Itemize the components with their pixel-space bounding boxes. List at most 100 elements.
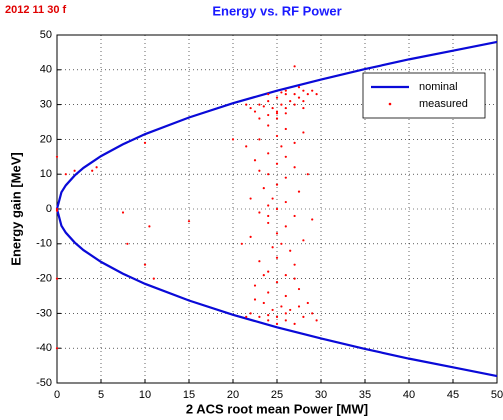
measured-point <box>284 93 287 96</box>
measured-point <box>284 176 287 179</box>
measured-point <box>293 214 296 218</box>
measured-point <box>249 106 252 110</box>
measured-point <box>280 91 283 94</box>
measured-point <box>289 100 292 103</box>
measured-point <box>271 197 274 200</box>
measured-point <box>284 155 287 158</box>
measured-point <box>275 134 279 138</box>
legend-label: nominal <box>419 81 458 93</box>
measured-point <box>253 159 257 162</box>
measured-point <box>284 106 287 110</box>
measured-point <box>275 232 279 235</box>
x-tick-label: 30 <box>315 389 327 401</box>
measured-point <box>280 242 283 245</box>
measured-point <box>293 263 296 266</box>
measured-point <box>267 173 270 176</box>
measured-point <box>267 214 270 218</box>
measured-point <box>126 242 129 245</box>
measured-point <box>267 124 270 127</box>
y-tick-label: -30 <box>36 307 52 319</box>
measured-point <box>297 305 301 308</box>
measured-point <box>284 312 287 315</box>
measured-point <box>275 322 279 325</box>
measured-point <box>267 270 270 273</box>
x-tick-label: 25 <box>271 389 283 401</box>
measured-point <box>249 197 252 200</box>
y-tick-label: -50 <box>36 377 52 389</box>
measured-point <box>280 103 283 106</box>
measured-point <box>267 113 270 117</box>
measured-point <box>284 225 287 228</box>
measured-point <box>271 308 274 312</box>
measured-point <box>267 221 270 225</box>
x-axis-label: 2 ACS root mean Power [MW] <box>186 401 368 416</box>
y-tick-label: 20 <box>40 133 52 145</box>
x-tick-label: 20 <box>227 389 239 401</box>
measured-point <box>267 100 270 103</box>
measured-point <box>275 110 279 113</box>
measured-point <box>293 166 296 169</box>
y-tick-label: -40 <box>36 342 52 354</box>
x-tick-label: 0 <box>54 389 60 401</box>
measured-point <box>284 294 287 298</box>
measured-point <box>284 274 287 277</box>
x-tick-label: 10 <box>139 389 151 401</box>
y-tick-label: -20 <box>36 273 52 285</box>
measured-point <box>275 207 279 211</box>
measured-point <box>306 173 309 176</box>
measured-point <box>271 106 274 110</box>
measured-point <box>284 319 287 322</box>
measured-point <box>245 145 248 148</box>
measured-point <box>293 65 296 68</box>
measured-point <box>55 155 59 158</box>
legend-label: measured <box>419 98 468 110</box>
measured-point <box>275 183 279 186</box>
measured-point <box>293 322 296 325</box>
measured-point <box>258 103 261 106</box>
measured-point <box>262 301 265 305</box>
measured-point <box>311 89 314 92</box>
measured-point <box>297 96 301 99</box>
measured-point <box>302 89 305 92</box>
legend-box <box>362 72 486 119</box>
measured-point <box>249 235 252 238</box>
measured-point <box>302 131 305 134</box>
measured-point <box>240 242 243 245</box>
measured-point <box>275 315 279 318</box>
x-tick-label: 45 <box>447 389 459 401</box>
y-axis-label: Energy gain [MeV] <box>8 152 23 265</box>
measured-point <box>258 169 261 172</box>
measured-point <box>271 246 274 249</box>
measured-point <box>315 319 318 322</box>
legend-marker <box>388 102 392 106</box>
measured-point <box>258 117 261 120</box>
measured-point <box>253 110 257 113</box>
x-tick-label: 15 <box>183 389 195 401</box>
measured-point <box>275 96 279 99</box>
measured-point <box>302 239 305 242</box>
measured-point <box>306 301 309 305</box>
measured-point <box>267 152 270 155</box>
annotation: 2012 11 30 f <box>5 4 67 16</box>
measured-point <box>315 93 318 96</box>
y-tick-label: -10 <box>36 238 52 250</box>
measured-point <box>143 141 147 144</box>
x-tick-label: 50 <box>491 389 503 401</box>
measured-point <box>293 103 296 106</box>
measured-point <box>284 112 287 115</box>
measured-point <box>55 207 59 211</box>
measured-point <box>267 93 270 96</box>
measured-point <box>280 145 283 148</box>
measured-point <box>302 315 305 318</box>
measured-point <box>293 141 296 144</box>
measured-point <box>275 112 279 115</box>
measured-point <box>297 86 301 89</box>
measured-point <box>267 204 270 207</box>
measured-point <box>91 169 94 172</box>
measured-point <box>275 117 279 120</box>
measured-point <box>262 187 265 190</box>
measured-point <box>275 256 279 259</box>
measured-point <box>267 314 270 317</box>
